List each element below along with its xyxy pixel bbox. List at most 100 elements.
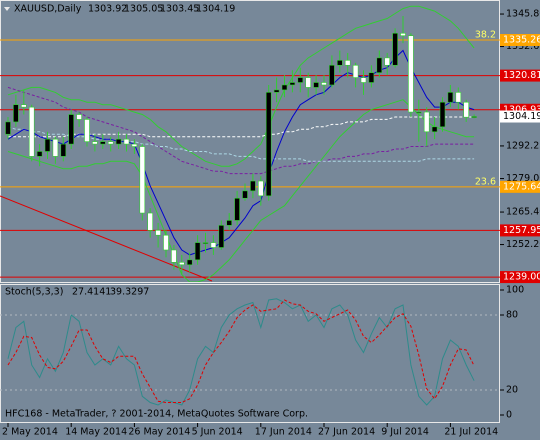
candle-body [423,111,430,133]
y-tick-label: 1265.40 [506,207,540,218]
candle-body [5,121,11,135]
candle-body [226,220,232,226]
candle-body [265,92,272,197]
candle-body [297,77,304,83]
candle-body [463,101,470,118]
candle-body [242,190,248,199]
candle-body [257,180,264,197]
level-label: 1257.95 [503,225,540,236]
candle-body [210,242,217,248]
candle-body [281,84,288,91]
stoch-main-value: 27.4141 [72,287,111,298]
candle-body [384,57,391,66]
x-tick-label: 17 Jun 2014 [255,427,312,438]
candle-body [305,77,312,88]
y-tick-label: 1332.60 [506,41,540,52]
indicator-line [7,126,475,162]
y-tick-label: 80 [506,310,518,321]
candle-body [194,242,201,261]
candle-body [68,114,74,145]
candle-body [76,114,82,120]
x-tick-label: 26 May 2014 [128,427,190,438]
candle-body [163,234,169,251]
candle-body [400,32,406,37]
candle-body [321,82,327,86]
sub-frame [0,284,500,423]
level-label: 1335.26 [503,34,540,45]
y-tick-label: 1345.80 [506,9,540,20]
candle-body [115,138,122,145]
candle-body [155,229,161,236]
x-tick-label: 5 Jun 2014 [192,427,243,438]
candle-body [28,106,35,157]
level-label-box [500,33,540,46]
x-tick-label: 21 Jul 2014 [444,427,498,438]
close-value: 1304.19 [196,4,235,15]
candle-body [44,138,51,152]
fib-label: 38.2 [475,29,496,40]
candle-body [234,197,240,221]
footer: HFC168 - MetaTrader, ? 2001-2014, MetaQu… [5,409,308,420]
chart-title: XAUUSD,Daily [14,4,82,15]
x-tick-label: 9 Jul 2014 [381,427,429,438]
candle-body [139,146,146,214]
candle-body [20,104,27,108]
y-tick-label: 1292.25 [506,140,540,151]
indicator-line [7,299,475,403]
level-label-box [500,271,540,284]
candle-body [107,141,114,145]
candle-body [392,32,398,66]
level-label-box [500,69,540,82]
x-tick-label: 27 Jun 2014 [318,427,375,438]
y-tick-label: 20 [506,385,518,396]
indicator-line [8,116,475,138]
level-label: 1320.81 [503,70,540,81]
candle-body [52,138,59,157]
candle-body [289,82,296,86]
y-tick-label: 0 [506,410,512,421]
trend-line [0,195,213,282]
candle-body [218,225,225,248]
candle-body [447,92,454,103]
indicator-line [7,86,475,175]
x-tick-label: 2 May 2014 [2,427,58,438]
candle-body [431,126,438,133]
symbol-icon [4,7,10,11]
indicator-line [7,5,475,167]
candle-body [360,77,367,83]
level-label: 1306.93 [503,104,540,115]
main-frame [0,0,500,283]
candle-body [13,104,19,123]
indicator-line [7,298,475,406]
candle-body [179,261,185,266]
candle-body [273,89,280,93]
candle-body [147,212,153,231]
open-value: 1303.92 [88,4,127,15]
current-price-label: 1304.19 [503,111,540,122]
indicator-line [7,99,475,282]
y-tick-label: 1252.20 [506,239,540,250]
level-label: 1239.00 [503,272,540,283]
candle-body [100,141,106,145]
candle-body [352,64,359,78]
candle-body [344,60,351,66]
level-label-box [500,180,540,193]
y-tick-label: 1279.00 [506,173,540,184]
candle-body [250,180,256,192]
level-label: 1275.64 [503,181,540,192]
candle-body [36,151,43,157]
candle-body [186,259,193,266]
candle-body [336,60,343,66]
candle-body [408,35,414,113]
candle-body [376,57,383,73]
candle-body [60,143,67,157]
stoch-signal-value: 39.3297 [110,287,149,298]
level-label-box [500,224,540,237]
current-price-box [500,110,540,123]
candle-body [329,64,335,86]
y-tick-label: 100 [506,285,524,296]
candle-body [92,141,98,145]
candle-body [368,72,375,83]
